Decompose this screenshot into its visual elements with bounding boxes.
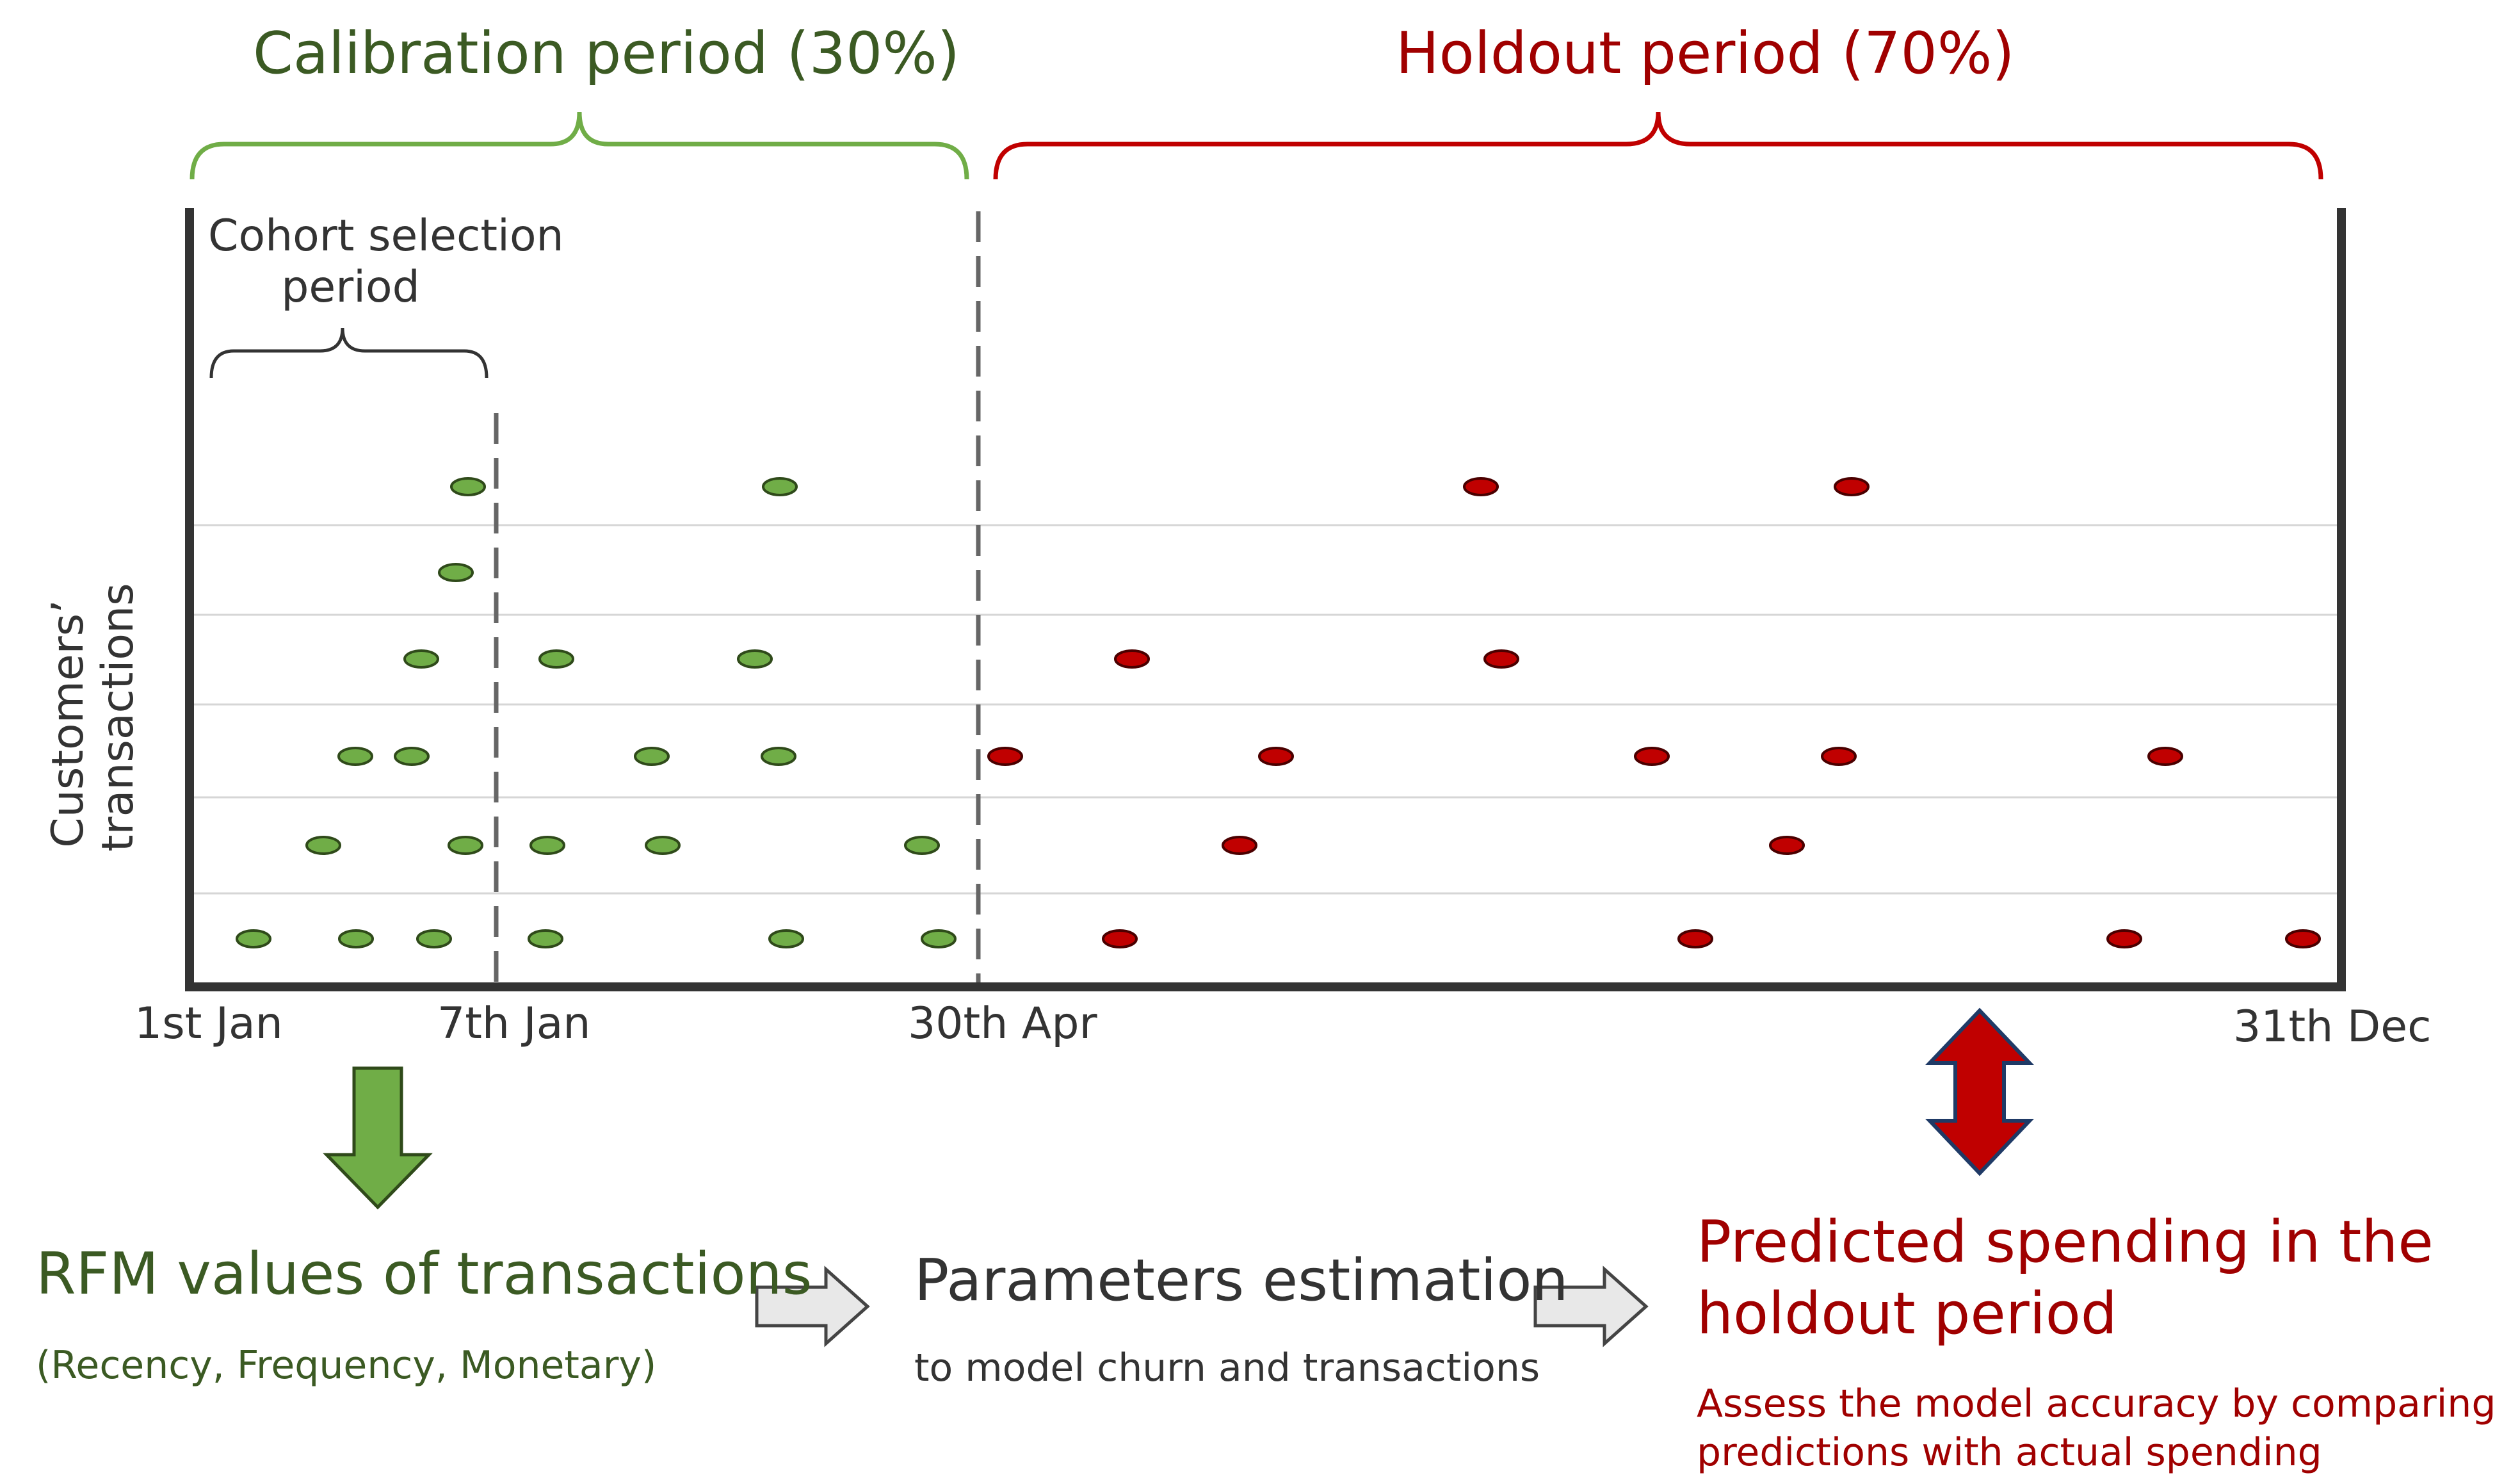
tick-label: 30th Apr [908,998,1097,1049]
y-axis-label: Customers’ transactions [43,583,144,852]
transaction-dot [1677,929,1713,948]
transaction-dot [1483,649,1519,669]
transaction-dot [2285,929,2321,948]
transaction-dot [438,563,474,582]
rfm-subtitle: (Recency, Frequency, Monetary) [36,1343,657,1388]
transaction-dot [2106,929,2142,948]
tick-label: 31th Dec [2233,1002,2432,1052]
transaction-dot [762,477,798,496]
cohort-label-line2: period [281,262,420,313]
prediction-subtitle-line1: Assess the model accuracy by comparing [1697,1381,2496,1426]
transaction-dot [1834,477,1870,496]
rfm-title: RFM values of transactions [36,1240,812,1308]
cohort-label-line1: Cohort selection [208,211,564,261]
y-axis-label-line1: Customers’ [43,599,93,848]
transaction-dot [1821,747,1857,766]
calibration-transactions [236,477,957,948]
transaction-dot [1102,929,1138,948]
transaction-dot [1114,649,1150,669]
transaction-dot [528,929,563,948]
transaction-dot [768,929,804,948]
calibration-period-label: Calibration period (30%) [253,20,960,87]
transaction-dot [416,929,452,948]
transaction-dot [1634,747,1670,766]
transaction-dot [337,747,373,766]
y-axis-label-line2: transactions [93,583,144,852]
green-down-arrow-icon [323,1066,433,1210]
transaction-dot [403,649,439,669]
transaction-dot [634,747,670,766]
transaction-dot [904,836,940,855]
transaction-dot [1463,477,1499,496]
transaction-dot [1769,836,1805,855]
transaction-dot [2147,747,2183,766]
transaction-dot [394,747,430,766]
holdout-period-label: Holdout period (70%) [1396,20,2015,87]
red-double-arrow-icon [1925,1007,2034,1176]
right-arrow-icon [755,1265,870,1347]
right-arrow-icon [1533,1265,1649,1347]
prediction-title-line1: Predicted spending in the [1697,1208,2434,1276]
params-title: Parameters estimation [914,1247,1569,1314]
transaction-dot [921,929,957,948]
cohort-brace [209,327,489,378]
transaction-dot [645,836,681,855]
transaction-dot [305,836,341,855]
prediction-title-line2: holdout period [1697,1280,2117,1347]
transaction-dot [1222,836,1257,855]
transaction-dot [538,649,574,669]
row-grid [192,524,2337,895]
transaction-dot [737,649,773,669]
transaction-dot [338,929,374,948]
holdout-brace [993,111,2323,180]
holdout-transactions [987,477,2321,948]
transaction-dot [987,747,1023,766]
tick-label: 7th Jan [437,998,591,1049]
params-subtitle: to model churn and transactions [914,1346,1540,1390]
prediction-subtitle-line2: predictions with actual spending [1697,1430,2322,1475]
transaction-dot [448,836,483,855]
transaction-dot [1258,747,1294,766]
calibration-brace [190,111,969,180]
transaction-dot [529,836,565,855]
tick-label: 1st Jan [134,998,283,1049]
transaction-dot [761,747,796,766]
transaction-dot [450,477,486,496]
transaction-dot [236,929,271,948]
